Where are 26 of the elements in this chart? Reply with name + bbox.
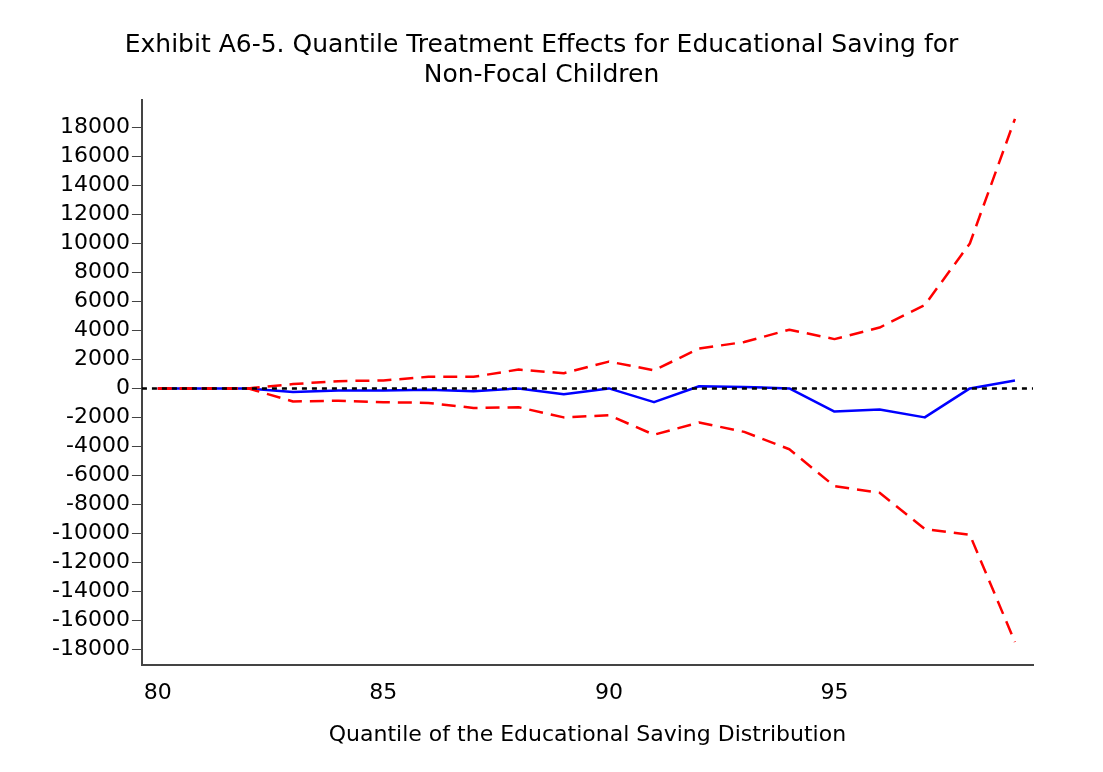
y-tick-label: 0 <box>115 374 130 400</box>
y-tick-label: -6000 <box>65 461 130 487</box>
y-tick-label: 8000 <box>73 258 130 284</box>
y-tick-label: 18000 <box>59 113 130 139</box>
y-tick-label: -16000 <box>51 605 130 631</box>
x-tick-label: 95 <box>820 679 849 705</box>
x-tick-label: 90 <box>594 679 623 705</box>
y-tick-label: -4000 <box>65 432 130 458</box>
y-tick-label: 4000 <box>73 316 130 342</box>
x-tick-label: 85 <box>369 679 398 705</box>
y-tick-label: 2000 <box>73 345 130 371</box>
y-tick-label: 6000 <box>73 287 130 313</box>
y-tick-label: -18000 <box>51 634 130 660</box>
y-tick-label: 10000 <box>59 229 130 255</box>
y-tick-label: -2000 <box>65 403 130 429</box>
y-tick-label: -14000 <box>51 577 130 603</box>
y-tick-label: -10000 <box>51 519 130 545</box>
y-tick-label: 16000 <box>59 142 130 168</box>
text: Exhibit A6-5. Quantile Treatment Effects for Educational Saving for <box>124 28 959 58</box>
x-tick-label: 80 <box>143 679 172 705</box>
y-tick-label: 14000 <box>59 171 130 197</box>
y-tick-label: -8000 <box>65 490 130 516</box>
text: Non-Focal Children <box>423 58 660 88</box>
y-tick-label: -12000 <box>51 548 130 574</box>
x-axis-title: Quantile of the Educational Saving Distribution <box>328 720 847 746</box>
y-tick-label: 12000 <box>59 200 130 226</box>
